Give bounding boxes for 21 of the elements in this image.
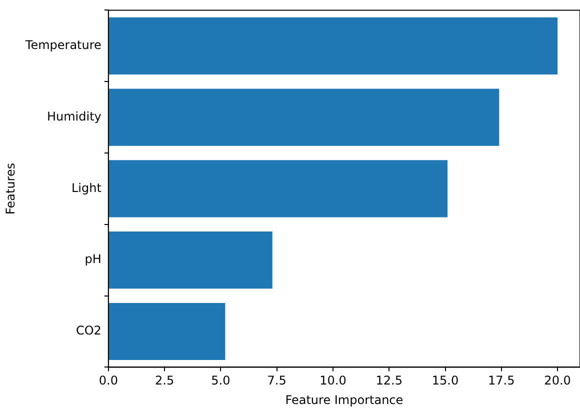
y-axis-title: Features	[3, 162, 18, 215]
y-tick-label: Humidity	[46, 109, 102, 124]
x-axis-title: Feature Importance	[285, 392, 404, 407]
x-tick-label: 10.0	[320, 374, 346, 388]
bar	[108, 232, 272, 289]
x-tick-label: 17.5	[488, 374, 515, 388]
y-tick-label: Light	[71, 180, 102, 195]
x-tick-label: 5.0	[211, 374, 230, 388]
y-tick-label: Temperature	[24, 38, 102, 52]
y-tick-label: pH	[84, 252, 102, 266]
x-tick-label: 15.0	[432, 374, 459, 388]
y-tick-label: CO2	[76, 324, 102, 338]
bar	[108, 17, 558, 74]
x-tick-label: 7.5	[267, 374, 286, 388]
x-tick-label: 20.0	[544, 374, 571, 388]
bar	[108, 302, 226, 360]
x-tick-label: 2.5	[155, 374, 174, 388]
x-tick-label: 12.5	[376, 374, 402, 388]
x-tick-label: 0.0	[98, 374, 118, 388]
bar	[108, 88, 500, 146]
bar	[108, 160, 448, 218]
